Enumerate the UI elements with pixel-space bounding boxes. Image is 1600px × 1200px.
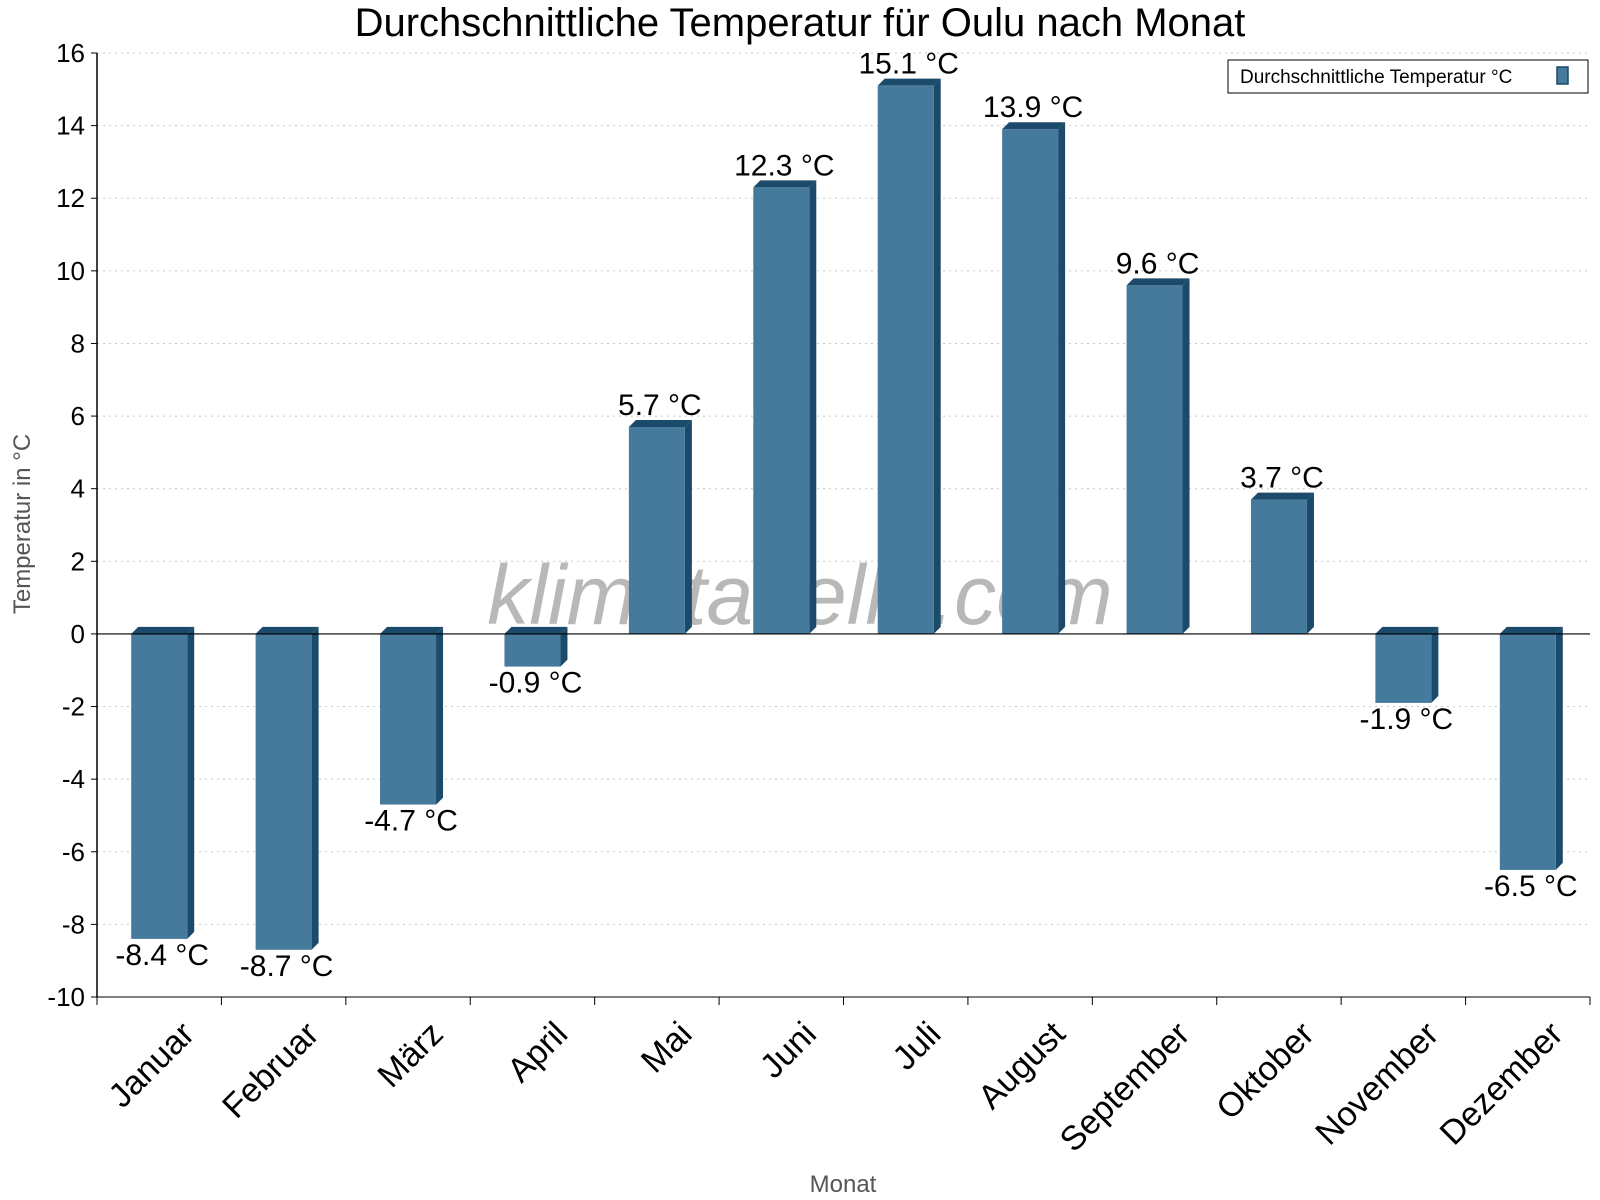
bar <box>380 633 437 805</box>
y-tick-label: 16 <box>56 38 85 68</box>
y-tick-label: 6 <box>71 401 85 431</box>
x-axis-title: Monat <box>810 1171 877 1198</box>
legend-swatch <box>1556 66 1569 85</box>
legend: Durchschnittliche Temperatur °C <box>1227 59 1589 94</box>
y-tick-label: -10 <box>47 982 85 1012</box>
bars <box>131 78 1563 950</box>
bar-top <box>1126 278 1190 286</box>
x-tick-label: Januar <box>101 1015 201 1115</box>
data-label: 15.1 °C <box>859 48 959 81</box>
bar <box>1375 633 1432 703</box>
data-labels: -8.4 °C -8.7 °C -4.7 °C -0.9 °C 5.7 °C 12.3 °… <box>115 48 1577 983</box>
bar-side <box>684 419 692 634</box>
data-label: 3.7 °C <box>1240 462 1324 495</box>
y-tick-label: -8 <box>62 909 85 939</box>
data-label: -6.5 °C <box>1484 870 1578 903</box>
x-tick-label: Juli <box>885 1015 948 1078</box>
y-tick-label: -6 <box>62 837 85 867</box>
y-tick-label: 2 <box>71 546 85 576</box>
bar-top <box>504 626 568 634</box>
y-tick-label: 10 <box>56 256 85 286</box>
bar <box>504 633 561 667</box>
bar-side <box>187 626 195 939</box>
bar-top <box>877 78 941 86</box>
bar-side <box>933 78 941 634</box>
chart-title: Durchschnittliche Temperatur für Oulu na… <box>355 1 1246 45</box>
y-tick-labels: 16 14 12 10 8 6 4 2 0 -2 -4 -6 -8 -10 <box>47 38 85 1012</box>
bar-top <box>1002 122 1066 130</box>
bar-side <box>560 626 568 667</box>
bar-top <box>1499 626 1563 634</box>
bar-side <box>311 626 319 950</box>
x-tick-label: Juni <box>753 1015 824 1086</box>
x-tick-label: Oktober <box>1209 1015 1321 1127</box>
bar <box>877 85 934 634</box>
bar-top <box>1250 492 1314 500</box>
x-tick-label: Februar <box>215 1015 326 1126</box>
bar <box>1002 129 1059 634</box>
bar-side <box>809 180 817 634</box>
data-label: -4.7 °C <box>364 805 458 838</box>
bar <box>753 187 810 634</box>
data-label: 5.7 °C <box>618 389 702 422</box>
bar-side <box>1555 626 1563 870</box>
y-tick-label: -2 <box>62 692 85 722</box>
axes <box>91 52 1591 1005</box>
bar-top <box>753 180 817 188</box>
data-label: 9.6 °C <box>1116 247 1200 280</box>
bar-side <box>1306 492 1314 634</box>
x-tick-label: April <box>500 1015 575 1090</box>
data-label: -0.9 °C <box>489 667 583 700</box>
bar <box>131 633 188 939</box>
legend-box <box>1227 59 1589 94</box>
legend-label: Durchschnittliche Temperatur °C <box>1240 67 1512 88</box>
bar-side <box>1058 122 1066 634</box>
bar-side <box>436 626 444 805</box>
x-tick-label: Mai <box>634 1015 700 1081</box>
y-tick-label: 4 <box>71 474 85 504</box>
y-axis-title: Temperatur in °C <box>9 434 36 614</box>
bar-side <box>1182 278 1190 634</box>
x-tick-label: März <box>370 1015 450 1095</box>
grid-lines <box>97 52 1590 998</box>
data-label: -8.4 °C <box>115 939 209 972</box>
x-tick-label: November <box>1308 1015 1446 1153</box>
bar <box>628 426 685 634</box>
y-tick-label: 14 <box>56 111 85 141</box>
x-tick-label: August <box>971 1014 1073 1116</box>
y-tick-label: 12 <box>56 183 85 213</box>
bar <box>255 633 312 950</box>
data-label: -1.9 °C <box>1360 703 1454 736</box>
bar <box>1126 285 1183 634</box>
bar <box>1499 633 1556 870</box>
bar-top <box>380 626 444 634</box>
x-tick-labels: Januar Februar März April Mai Juni Juli AugustS… <box>101 1014 1570 1159</box>
bar-top <box>131 626 195 634</box>
y-tick-label: -4 <box>62 764 85 794</box>
bar-top <box>255 626 319 634</box>
bar-top <box>1375 626 1439 634</box>
bar-top <box>628 419 692 427</box>
data-label: 12.3 °C <box>734 149 834 182</box>
x-tick-label: September <box>1053 1015 1197 1159</box>
data-label: 13.9 °C <box>983 91 1083 124</box>
bar <box>1250 499 1307 634</box>
y-tick-label: 0 <box>71 619 85 649</box>
data-label: -8.7 °C <box>240 950 334 983</box>
bar-side <box>1431 626 1439 703</box>
y-tick-label: 8 <box>71 328 85 358</box>
x-tick-label: Dezember <box>1433 1015 1571 1153</box>
